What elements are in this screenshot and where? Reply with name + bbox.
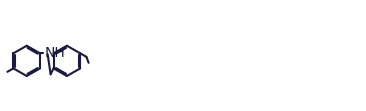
Text: NH: NH — [45, 46, 66, 59]
